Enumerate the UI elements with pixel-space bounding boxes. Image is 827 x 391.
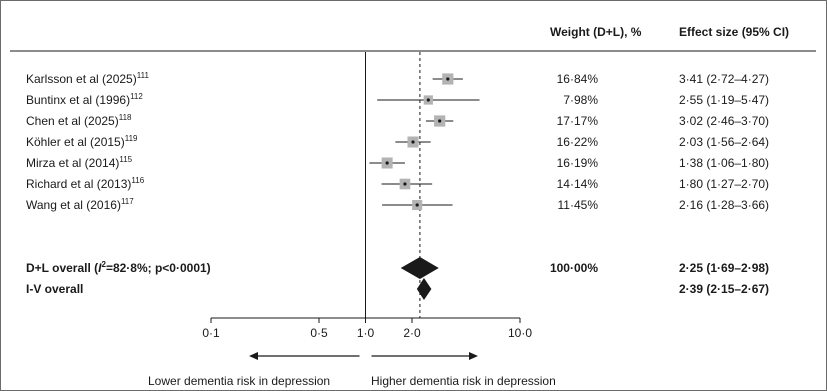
study-weight: 16·19%	[557, 156, 599, 170]
study-point-estimate	[446, 77, 450, 81]
study-reference: 119	[125, 134, 138, 143]
study-label: Mirza et al (2014)115	[26, 155, 133, 170]
pooled-label: I-V overall	[26, 282, 83, 296]
study-reference: 112	[130, 92, 143, 101]
study-label: Chen et al (2025)118	[26, 113, 132, 128]
study-label: Richard et al (2013)116	[26, 176, 145, 191]
study-reference: 115	[119, 155, 132, 164]
study-point-estimate	[426, 98, 430, 102]
study-label: Buntinx et al (1996)112	[26, 92, 143, 107]
study-reference: 111	[137, 71, 150, 80]
study-point-estimate	[438, 119, 442, 123]
x-tick-label: 0·5	[310, 326, 328, 340]
study-effect: 3·41 (2·72–4·27)	[679, 72, 769, 86]
x-tick-label: 0·1	[202, 326, 220, 340]
pooled-rows: D+L overall (I2=82·8%; p<0·0001) 100·00% 2…	[26, 260, 769, 296]
plot-marks	[365, 52, 480, 318]
weight-column-header: Weight (D+L), %	[550, 25, 642, 39]
study-effect: 2·16 (1·28–3·66)	[679, 198, 769, 212]
study-effect: 2·03 (1·56–2·64)	[679, 135, 769, 149]
pooled-diamond	[416, 278, 432, 300]
study-reference: 117	[121, 197, 134, 206]
study-effect: 2·55 (1·19–5·47)	[679, 93, 769, 107]
study-label: Wang et al (2016)117	[26, 197, 134, 212]
study-rows: Karlsson et al (2025)111 16·84% 3·41 (2·72…	[26, 71, 769, 212]
study-weight: 11·45%	[558, 198, 599, 212]
x-tick-label: 10·0	[508, 326, 532, 340]
pooled-effect: 2·25 (1·69–2·98)	[679, 261, 769, 275]
pooled-label: D+L overall (I2=82·8%; p<0·0001)	[26, 260, 211, 275]
effect-column-header: Effect size (95% CI)	[679, 25, 789, 39]
study-label: Karlsson et al (2025)111	[26, 71, 149, 86]
pooled-weight: 100·00%	[550, 261, 598, 275]
right-arrow-head	[469, 352, 478, 360]
left-arrow-head	[249, 352, 258, 360]
study-point-estimate	[385, 161, 389, 165]
x-tick-label: 2·0	[403, 326, 421, 340]
pooled-diamond	[400, 257, 439, 279]
study-reference: 116	[131, 176, 144, 185]
study-point-estimate	[403, 182, 407, 186]
study-effect: 3·02 (2·46–3·70)	[679, 114, 769, 128]
study-weight: 17·17%	[557, 114, 599, 128]
study-reference: 118	[119, 113, 132, 122]
study-effect: 1·80 (1·27–2·70)	[679, 177, 769, 191]
direction-label-right: Higher dementia risk in depression	[371, 374, 556, 388]
pooled-effect: 2·39 (2·15–2·67)	[679, 282, 769, 296]
study-weight: 7·98%	[563, 93, 598, 107]
x-tick-label: 1·0	[357, 326, 375, 340]
study-weight: 16·22%	[557, 135, 599, 149]
study-weight: 16·84%	[557, 72, 599, 86]
study-effect: 1·38 (1·06–1·80)	[679, 156, 769, 170]
study-point-estimate	[415, 203, 419, 207]
study-label: Köhler et al (2015)119	[26, 134, 138, 149]
direction-label-left: Lower dementia risk in depression	[148, 374, 330, 388]
study-weight: 14·14%	[557, 177, 599, 191]
study-point-estimate	[411, 140, 415, 144]
